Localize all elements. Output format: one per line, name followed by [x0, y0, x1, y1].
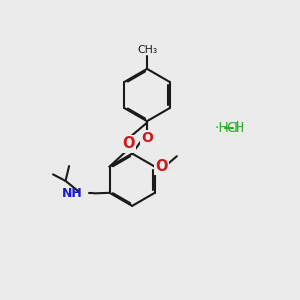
- Text: Cl: Cl: [226, 121, 239, 135]
- Text: CH₃: CH₃: [137, 46, 157, 56]
- Text: O: O: [122, 136, 134, 152]
- Text: NH: NH: [62, 187, 83, 200]
- Text: O: O: [141, 131, 153, 145]
- Text: O: O: [155, 159, 168, 174]
- Text: ·H: ·H: [214, 121, 229, 135]
- Text: H: H: [233, 121, 244, 135]
